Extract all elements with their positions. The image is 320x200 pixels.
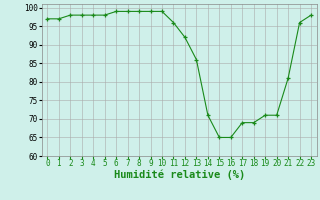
X-axis label: Humidité relative (%): Humidité relative (%) — [114, 170, 245, 180]
